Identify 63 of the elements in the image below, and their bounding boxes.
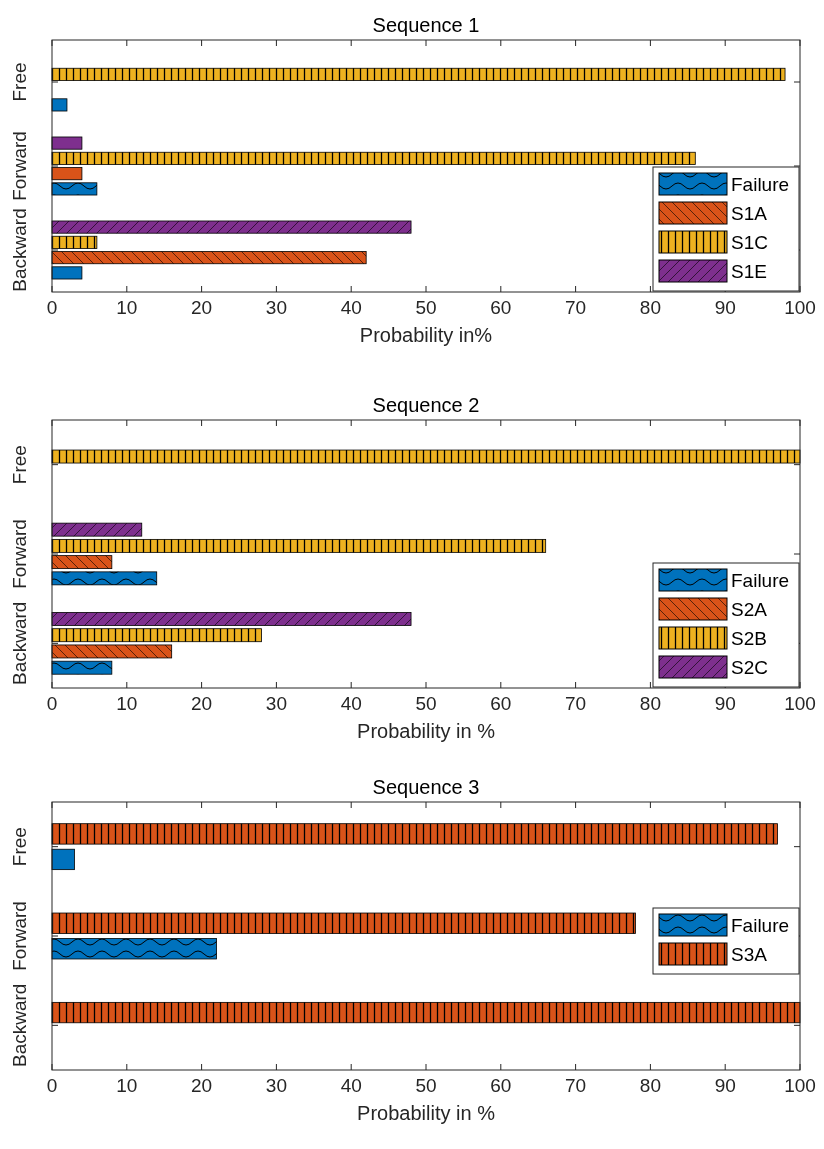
x-tick-label: 90 — [714, 1075, 736, 1096]
chart-title: Sequence 1 — [372, 14, 480, 36]
x-tick-label: 100 — [784, 297, 816, 318]
x-tick-label: 80 — [639, 693, 661, 714]
bar — [51, 167, 83, 181]
x-tick-label: 60 — [490, 297, 512, 318]
y-tick-label: Forward — [9, 519, 30, 589]
legend-label: Failure — [731, 915, 790, 936]
legend-label: S1E — [731, 261, 767, 282]
legend-label: S3A — [731, 944, 768, 965]
legend-label: Failure — [731, 570, 790, 591]
x-tick-label: 80 — [639, 1075, 661, 1096]
x-tick-label: 70 — [565, 1075, 587, 1096]
x-tick-label: 0 — [46, 693, 58, 714]
x-tick-label: 70 — [565, 693, 587, 714]
y-tick-label: Backward — [9, 208, 30, 292]
bar — [51, 266, 83, 280]
bar — [51, 848, 75, 871]
legend-label: S1A — [731, 203, 768, 224]
x-tick-label: 60 — [490, 693, 512, 714]
x-axis-title: Probability in% — [359, 324, 493, 346]
x-tick-label: 60 — [490, 1075, 512, 1096]
x-tick-label: 10 — [116, 1075, 138, 1096]
x-tick-label: 40 — [340, 297, 362, 318]
x-tick-label: 20 — [191, 693, 213, 714]
x-axis-title: Probability in % — [357, 1102, 496, 1124]
y-tick-label: Forward — [9, 131, 30, 201]
x-tick-label: 0 — [46, 1075, 58, 1096]
x-tick-label: 50 — [415, 693, 437, 714]
legend-label: S1C — [731, 232, 768, 253]
x-tick-label: 100 — [784, 1075, 816, 1096]
x-tick-label: 10 — [116, 297, 138, 318]
x-tick-label: 30 — [265, 693, 287, 714]
bar — [51, 98, 68, 112]
bar — [51, 136, 83, 150]
y-tick-label: Backward — [9, 601, 30, 686]
x-tick-label: 10 — [116, 693, 138, 714]
x-tick-label: 30 — [265, 297, 287, 318]
x-tick-label: 100 — [784, 693, 816, 714]
y-tick-label: Backward — [9, 983, 30, 1068]
legend-label: S2A — [731, 599, 768, 620]
legend-label: Failure — [731, 174, 790, 195]
x-tick-label: 90 — [714, 693, 736, 714]
x-tick-label: 0 — [46, 297, 58, 318]
legend-label: S2B — [731, 628, 767, 649]
x-tick-label: 80 — [639, 297, 661, 318]
x-axis-title: Probability in % — [357, 720, 496, 742]
legend-label: S2C — [731, 657, 768, 678]
y-tick-label: Free — [9, 62, 30, 102]
chart-title: Sequence 3 — [372, 776, 480, 798]
x-tick-label: 70 — [565, 297, 587, 318]
y-tick-label: Free — [9, 445, 30, 485]
x-tick-label: 20 — [191, 1075, 213, 1096]
x-tick-label: 50 — [415, 1075, 437, 1096]
x-tick-label: 40 — [340, 693, 362, 714]
y-tick-label: Free — [9, 827, 30, 867]
x-tick-label: 30 — [265, 1075, 287, 1096]
x-tick-label: 20 — [191, 297, 213, 318]
x-tick-label: 90 — [714, 297, 736, 318]
x-tick-label: 50 — [415, 297, 437, 318]
chart-title: Sequence 2 — [372, 394, 480, 416]
x-tick-label: 40 — [340, 1075, 362, 1096]
y-tick-label: Forward — [9, 901, 30, 971]
